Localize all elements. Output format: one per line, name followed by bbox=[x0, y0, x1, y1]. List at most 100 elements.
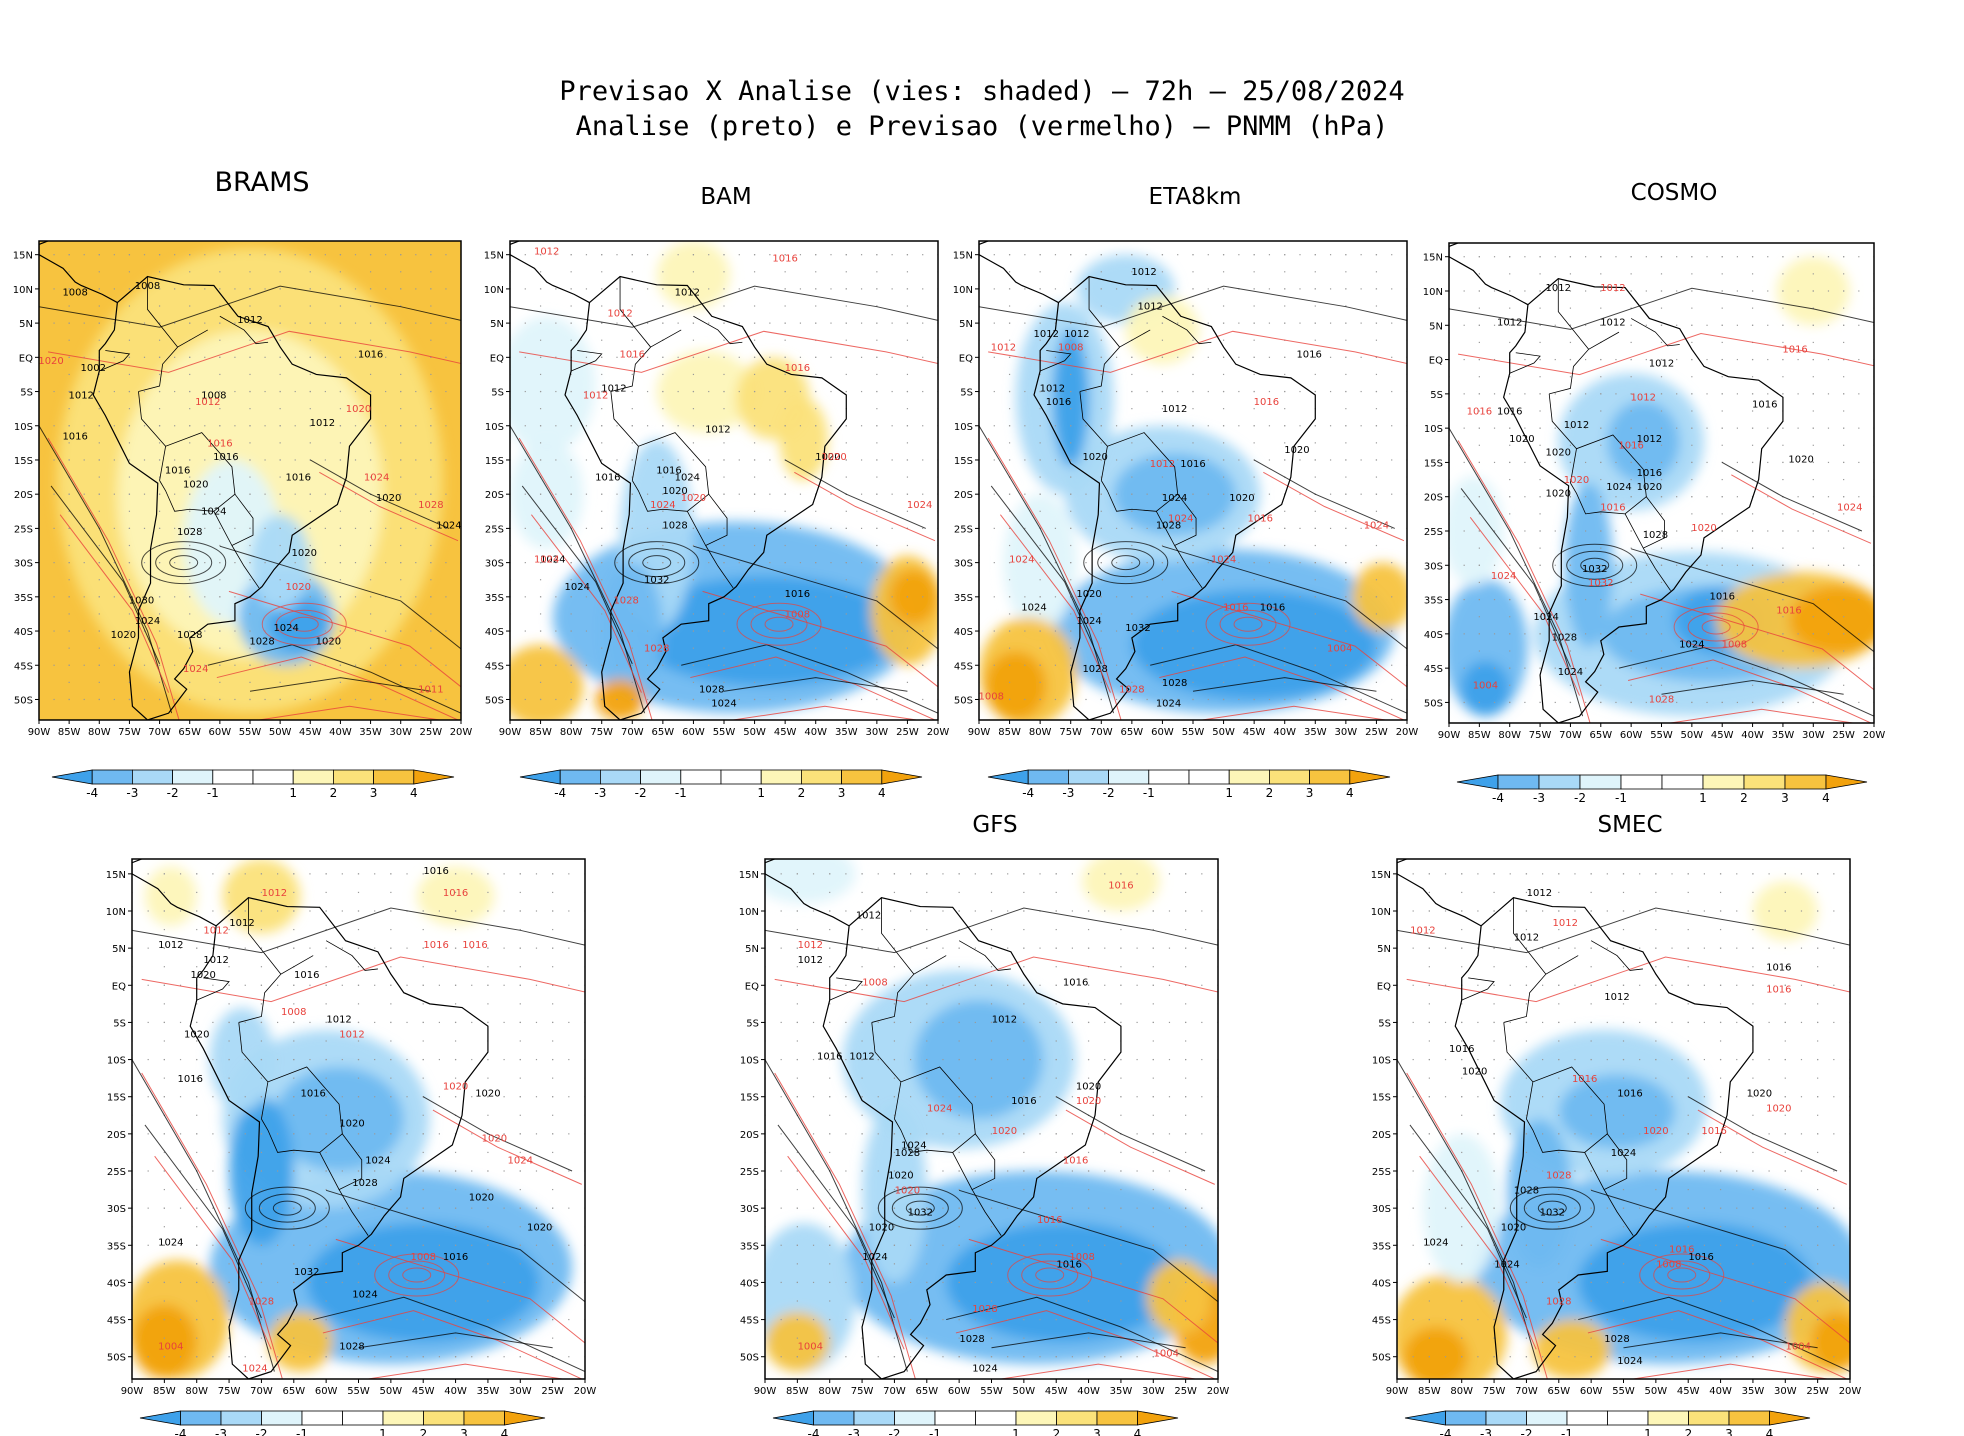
lat-tick-label: 45S bbox=[14, 661, 33, 672]
forecast-isobar-label: 1016 bbox=[1701, 1126, 1726, 1137]
lon-tick-label: 65W bbox=[178, 727, 201, 738]
bias-shade-region bbox=[985, 651, 1047, 720]
analysis-isobar-label: 1028 bbox=[177, 630, 202, 641]
lat-tick-label: 35S bbox=[14, 593, 33, 604]
analysis-isobar-label: 1016 bbox=[1260, 603, 1285, 614]
forecast-isobar-label: 1024 bbox=[1009, 555, 1034, 566]
colorbar-tick-label: 1 bbox=[379, 1427, 387, 1436]
forecast-isobar-label: 1016 bbox=[443, 888, 468, 899]
lon-tick-label: 35W bbox=[1304, 727, 1327, 738]
colorbar-tick-label: -3 bbox=[1480, 1427, 1492, 1436]
analysis-isobar-label: 1012 bbox=[1064, 329, 1089, 340]
panel-title-gfs: GFS bbox=[972, 812, 1018, 838]
lon-tick-label: 50W bbox=[380, 1386, 403, 1397]
forecast-isobar-label: 1008 bbox=[1058, 342, 1083, 353]
forecast-isobar-label: 1016 bbox=[1600, 502, 1625, 513]
analysis-isobar-label: 1032 bbox=[294, 1267, 319, 1278]
forecast-isobar-label: 1020 bbox=[443, 1081, 468, 1092]
lon-tick-label: 85W bbox=[786, 1386, 809, 1397]
lon-tick-label: 50W bbox=[269, 727, 292, 738]
analysis-isobar-label: 1012 bbox=[856, 910, 881, 921]
lat-tick-label: 15N bbox=[484, 251, 504, 262]
analysis-isobar-label: 1016 bbox=[286, 473, 311, 484]
continent-outline bbox=[510, 241, 847, 720]
lon-tick-label: 65W bbox=[1121, 727, 1144, 738]
colorbar-segment bbox=[1566, 1410, 1608, 1426]
lat-tick-label: 35S bbox=[1372, 1241, 1391, 1252]
lon-tick-label: 20W bbox=[574, 1386, 597, 1397]
lat-tick-label: 35S bbox=[107, 1241, 126, 1252]
lat-tick-label: 5S bbox=[20, 388, 33, 399]
isobar-lines bbox=[979, 285, 1407, 720]
lon-tick-label: 30W bbox=[866, 727, 889, 738]
lat-tick-label: 30S bbox=[485, 559, 504, 570]
bias-shade-region bbox=[1449, 476, 1504, 586]
lat-tick-label: 30S bbox=[740, 1204, 759, 1215]
forecast-isobar-label: 1008 bbox=[862, 977, 887, 988]
analysis-isobar-label: 1020 bbox=[869, 1222, 894, 1233]
lon-tick-label: 40W bbox=[1709, 1386, 1732, 1397]
lon-tick-label: 50W bbox=[1013, 1386, 1036, 1397]
analysis-isobar-label: 1008 bbox=[201, 390, 226, 401]
analysis-isobar-label: 1012 bbox=[798, 955, 823, 966]
colorbar-tick-label: -1 bbox=[929, 1427, 941, 1436]
lon-tick-label: 55W bbox=[1612, 1386, 1635, 1397]
lon-tick-label: 30W bbox=[1335, 727, 1358, 738]
bias-shade-region bbox=[274, 1067, 404, 1171]
colorbar-tick-label: -1 bbox=[675, 786, 687, 800]
colorbar-tick-label: 4 bbox=[1766, 1427, 1774, 1436]
forecast-isobar-label: 1024 bbox=[907, 500, 932, 511]
lat-tick-label: 10S bbox=[1372, 1056, 1391, 1067]
lat-tick-label: 35S bbox=[954, 593, 973, 604]
lat-tick-label: 10N bbox=[1423, 287, 1443, 298]
lon-tick-label: 60W bbox=[1151, 727, 1174, 738]
lon-tick-label: 60W bbox=[209, 727, 232, 738]
lat-tick-label: 30S bbox=[1372, 1204, 1391, 1215]
forecast-isobar-label: 1024 bbox=[183, 664, 208, 675]
analysis-isobar-label: 1016 bbox=[1180, 459, 1205, 470]
analysis-isobar-label: 1020 bbox=[292, 548, 317, 559]
forecast-isobar-label: 1024 bbox=[1211, 555, 1236, 566]
analysis-isobar-label: 1016 bbox=[1688, 1252, 1713, 1263]
analysis-isobar-label: 1008 bbox=[62, 288, 87, 299]
lat-tick-label: 15S bbox=[1372, 1093, 1391, 1104]
analysis-isobar-label: 1012 bbox=[229, 918, 254, 929]
lat-tick-label: 5N bbox=[1429, 321, 1443, 332]
lat-tick-label: 30S bbox=[14, 559, 33, 570]
lon-tick-label: 90W bbox=[1438, 730, 1461, 741]
lat-tick-label: 50S bbox=[14, 695, 33, 706]
analysis-isobar-label: 1020 bbox=[888, 1170, 913, 1181]
analysis-isobar-label: 1016 bbox=[785, 589, 810, 600]
lat-tick-label: 15N bbox=[106, 870, 126, 881]
analysis-isobar-label: 1028 bbox=[662, 520, 687, 531]
analysis-isobar-label: 1016 bbox=[656, 466, 681, 477]
analysis-isobar-label: 1020 bbox=[1462, 1066, 1487, 1077]
lat-tick-label: 45S bbox=[107, 1316, 126, 1327]
colorbar-tick-label: 4 bbox=[1134, 1427, 1142, 1436]
bias-shade-region bbox=[1351, 562, 1407, 632]
analysis-isobar-label: 1028 bbox=[177, 527, 202, 538]
lat-tick-label: 40S bbox=[1424, 630, 1443, 641]
analysis-isobar-label: 1028 bbox=[895, 1148, 920, 1159]
colorbar: -4 -3 -2 -1 1 2 3 4 bbox=[772, 1410, 1179, 1436]
lat-tick-label: 50S bbox=[954, 695, 973, 706]
forecast-isobar-label: 1012 bbox=[1553, 918, 1578, 929]
lat-tick-label: 10N bbox=[1371, 907, 1391, 918]
analysis-isobar-label: 1012 bbox=[68, 390, 93, 401]
analysis-isobar-label: 1016 bbox=[213, 452, 238, 463]
analysis-isobar-label: 1012 bbox=[158, 940, 183, 951]
colorbar-tick-label: 2 bbox=[420, 1427, 428, 1436]
forecast-isobar-label: 1016 bbox=[207, 438, 232, 449]
analysis-isobar-label: 1024 bbox=[201, 507, 226, 518]
lat-tick-label: EQ bbox=[1377, 981, 1391, 992]
analysis-isobar-label: 1024 bbox=[1533, 612, 1558, 623]
forecast-isobar-label: 1008 bbox=[410, 1252, 435, 1263]
forecast-isobar-label: 1012 bbox=[534, 247, 559, 258]
lat-tick-label: 15S bbox=[107, 1093, 126, 1104]
analysis-isobar-label: 1028 bbox=[249, 637, 274, 648]
lon-tick-label: 85W bbox=[529, 727, 552, 738]
analysis-isobar-label: 1024 bbox=[1679, 640, 1704, 651]
bias-shade-region bbox=[656, 350, 755, 433]
analysis-isobar-label: 1016 bbox=[300, 1089, 325, 1100]
analysis-isobar-label: 1016 bbox=[294, 970, 319, 981]
